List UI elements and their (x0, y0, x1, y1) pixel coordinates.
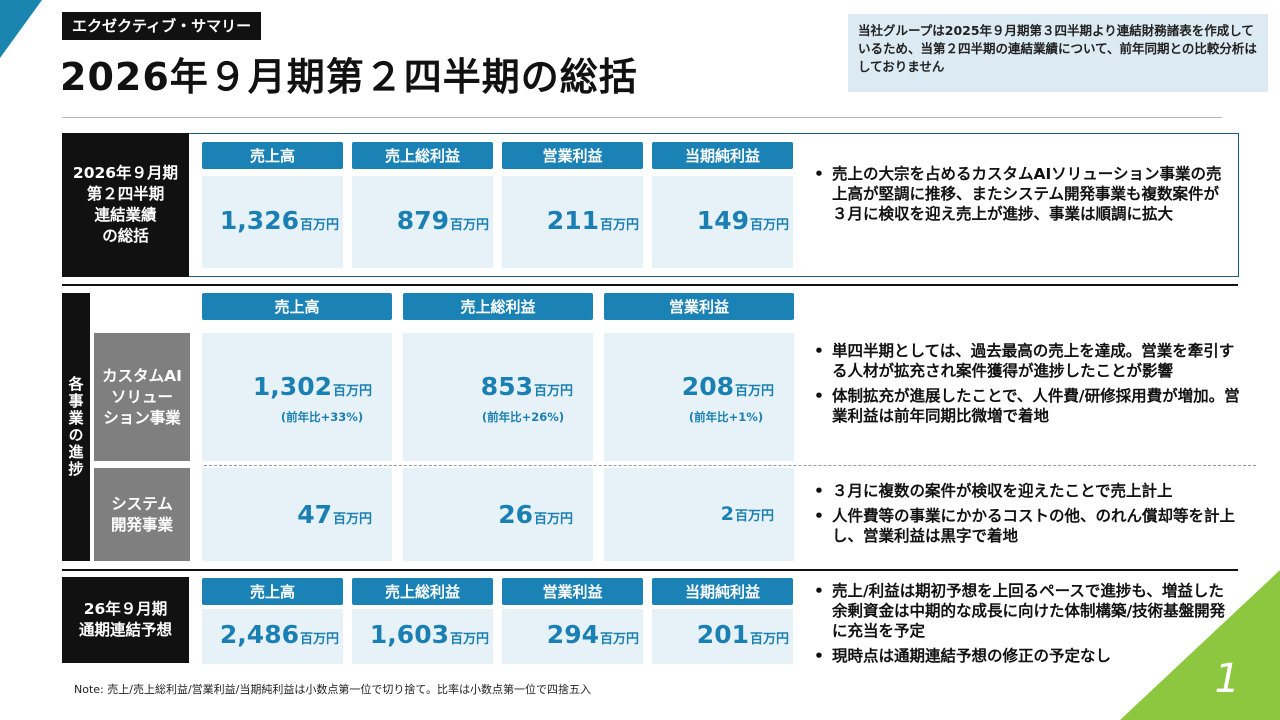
consolidated-value-sales: 1,326 百万円 (202, 206, 339, 235)
forecast-cell-net-profit (652, 609, 793, 664)
value-number: 294 (546, 620, 599, 649)
value-unit: 百万円 (299, 632, 339, 647)
value-unit: 百万円 (449, 632, 489, 647)
system-dev-cell-operating-profit (604, 468, 794, 561)
forecast-cell-operating-profit (502, 609, 643, 664)
corner-decoration-top-left (0, 0, 42, 58)
section-divider (62, 284, 1238, 286)
page-title: 2026年９月期第２四半期の総括 (60, 55, 638, 99)
bullet-item: 人件費等の事業にかかるコストの他、のれん償却等を計上し、営業利益は黒字で着地 (812, 506, 1244, 546)
system-dev-value-sales: 47 百万円 (202, 500, 372, 529)
segments-header-gross-profit: 売上総利益 (403, 293, 593, 320)
consolidated-header-gross-profit: 売上総利益 (352, 142, 493, 169)
forecast-cell-sales (202, 609, 343, 664)
system-dev-value-operating-profit: 2 百万円 (604, 503, 774, 525)
value-unit: 百万円 (299, 218, 339, 233)
value-number: 211 (546, 206, 599, 235)
note-box: 当社グループは2025年９月期第３四半期より連結財務諸表を作成しているため、当第… (848, 14, 1268, 92)
value-number: 2 (720, 503, 734, 525)
value-number: 1,326 (219, 206, 299, 235)
system-dev-cell-gross-profit (403, 468, 593, 561)
segment-label-custom-ai: カスタムAI ソリュー ション事業 (94, 333, 190, 461)
consolidated-cell-net-profit (652, 176, 793, 268)
custom-ai-yoy-operating-profit: (前年比+1%) (688, 410, 764, 424)
forecast-value-sales: 2,486 百万円 (202, 620, 339, 649)
custom-ai-value-operating-profit: 208 百万円 (604, 372, 774, 401)
value-number: 853 (480, 372, 533, 401)
segments-label-text: 各事業の進捗 (66, 376, 85, 478)
section-tag: エクゼクティブ・サマリー (62, 12, 262, 40)
forecast-header-gross-profit: 売上総利益 (352, 578, 493, 605)
value-number: 1,302 (252, 372, 332, 401)
forecast-value-gross-profit: 1,603 百万円 (352, 620, 489, 649)
value-unit: 百万円 (332, 512, 372, 527)
consolidated-label: 2026年９月期 第２四半期 連結業績 の総括 (62, 133, 189, 277)
forecast-header-net-profit: 当期純利益 (652, 578, 793, 605)
bullet-item: 体制拡充が進展したことで、人件費/研修採用費が増加。営業利益は前年同期比微増で着… (812, 386, 1244, 426)
custom-ai-cell-gross-profit (403, 333, 593, 461)
custom-ai-cell-operating-profit (604, 333, 794, 461)
forecast-header-sales: 売上高 (202, 578, 343, 605)
value-number: 208 (681, 372, 734, 401)
value-number: 201 (696, 620, 749, 649)
forecast-cell-gross-profit (352, 609, 493, 664)
bullet-item: 売上の大宗を占めるカスタムAIソリューション事業の売上高が堅調に推移、またシステ… (812, 164, 1232, 224)
segments-label: 各事業の進捗 (62, 293, 90, 561)
value-unit: 百万円 (533, 384, 573, 399)
consolidated-value-operating-profit: 211 百万円 (502, 206, 639, 235)
bullet-item: 単四半期としては、過去最高の売上を達成。営業を牽引する人材が拡充され案件獲得が進… (812, 341, 1244, 381)
value-unit: 百万円 (332, 384, 372, 399)
custom-ai-bullets: 単四半期としては、過去最高の売上を達成。営業を牽引する人材が拡充され案件獲得が進… (812, 341, 1244, 431)
header-divider (62, 117, 1222, 118)
value-unit: 百万円 (599, 218, 639, 233)
value-unit: 百万円 (599, 632, 639, 647)
value-unit: 百万円 (749, 632, 789, 647)
segment-label-system-dev: システム 開発事業 (94, 468, 190, 561)
custom-ai-yoy-gross-profit: (前年比+26%) (481, 410, 565, 424)
value-unit: 百万円 (749, 218, 789, 233)
value-unit: 百万円 (533, 512, 573, 527)
consolidated-value-gross-profit: 879 百万円 (352, 206, 489, 235)
consolidated-value-net-profit: 149 百万円 (652, 206, 789, 235)
segment-divider (204, 465, 1256, 466)
forecast-value-net-profit: 201 百万円 (652, 620, 789, 649)
custom-ai-value-sales: 1,302 百万円 (202, 372, 372, 401)
system-dev-cell-sales (202, 468, 392, 561)
consolidated-cell-sales (202, 176, 343, 268)
value-number: 149 (696, 206, 749, 235)
custom-ai-yoy-sales: (前年比+33%) (280, 410, 364, 424)
value-number: 2,486 (219, 620, 299, 649)
value-unit: 百万円 (734, 509, 774, 524)
consolidated-header-operating-profit: 営業利益 (502, 142, 643, 169)
value-unit: 百万円 (734, 384, 774, 399)
footnote: Note: 売上/売上総利益/営業利益/当期純利益は小数点第一位で切り捨て。比率… (74, 683, 592, 696)
consolidated-bullets: 売上の大宗を占めるカスタムAIソリューション事業の売上高が堅調に推移、またシステ… (812, 164, 1232, 229)
value-number: 879 (396, 206, 449, 235)
value-number: 1,603 (369, 620, 449, 649)
bullet-item: 現時点は通期連結予想の修正の予定なし (812, 646, 1230, 666)
bullet-item: 売上/利益は期初予想を上回るペースで進捗も、増益した余剰資金は中期的な成長に向け… (812, 581, 1230, 641)
bullet-item: ３月に複数の案件が検収を迎えたことで売上計上 (812, 481, 1244, 501)
consolidated-header-sales: 売上高 (202, 142, 343, 169)
value-number: 26 (498, 500, 533, 529)
consolidated-cell-operating-profit (502, 176, 643, 268)
segments-header-sales: 売上高 (202, 293, 392, 320)
value-unit: 百万円 (449, 218, 489, 233)
consolidated-header-net-profit: 当期純利益 (652, 142, 793, 169)
forecast-label: 26年９月期 通期連結予想 (62, 577, 189, 663)
segments-header-operating-profit: 営業利益 (604, 293, 794, 320)
value-number: 47 (297, 500, 332, 529)
consolidated-cell-gross-profit (352, 176, 493, 268)
custom-ai-value-gross-profit: 853 百万円 (403, 372, 573, 401)
system-dev-value-gross-profit: 26 百万円 (403, 500, 573, 529)
section-divider (62, 569, 1238, 571)
forecast-bullets: 売上/利益は期初予想を上回るペースで進捗も、増益した余剰資金は中期的な成長に向け… (812, 581, 1230, 671)
system-dev-bullets: ３月に複数の案件が検収を迎えたことで売上計上 人件費等の事業にかかるコストの他、… (812, 481, 1244, 551)
forecast-header-operating-profit: 営業利益 (502, 578, 643, 605)
custom-ai-cell-sales (202, 333, 392, 461)
forecast-value-operating-profit: 294 百万円 (502, 620, 639, 649)
